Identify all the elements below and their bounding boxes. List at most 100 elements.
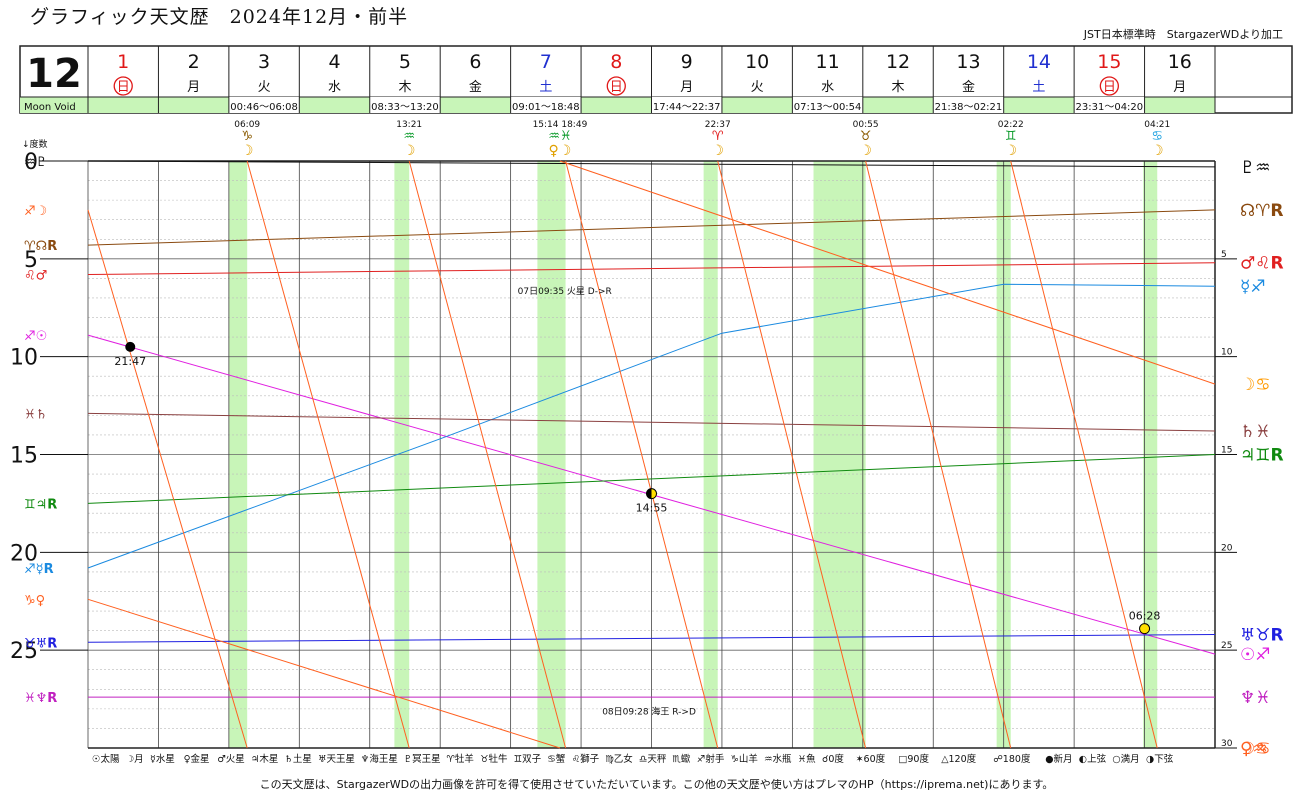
left-tick-label: 15 <box>10 444 38 469</box>
series-line <box>87 412 1216 432</box>
ingress-sign: ♉ <box>860 129 872 144</box>
series-line <box>559 160 1216 385</box>
day-number: 1 <box>117 51 129 73</box>
legend-item: ♊双子 <box>514 754 542 765</box>
weekday-label: 水 <box>821 80 834 95</box>
series-line <box>246 160 410 749</box>
day-number: 14 <box>1027 51 1051 73</box>
moon-void-time: 17:44～22:37 <box>653 102 721 113</box>
day-number: 10 <box>745 51 769 73</box>
ingress-time: 15:14 18:49 <box>533 120 588 130</box>
moon-void-time: 21:38～02:21 <box>935 102 1003 113</box>
series-left-label: ♐☽ <box>24 204 47 219</box>
series-line <box>1010 160 1158 749</box>
ingress-sign: ♒ <box>403 129 415 144</box>
ingress-time: 06:09 <box>234 120 260 130</box>
series-right-label: ♂♌R <box>1240 254 1284 274</box>
legend-item: ☿水星 <box>150 753 175 765</box>
weekday-label: 月 <box>187 80 200 95</box>
moon-void-cell <box>933 97 1004 113</box>
series-line <box>87 209 248 749</box>
holiday-circle <box>606 76 626 96</box>
left-tick-label: 0 <box>24 150 38 175</box>
ingress-time: 22:37 <box>705 120 731 130</box>
legend-item: ♄土星 <box>284 753 312 765</box>
ingress-body: ☽ <box>711 143 724 159</box>
day-number: 8 <box>610 51 622 73</box>
series-line <box>408 160 567 749</box>
series-line <box>87 262 1216 275</box>
month-number: 12 <box>26 51 82 97</box>
weekday-label: 日 <box>1103 80 1116 95</box>
series-left-label: ♉♅R <box>24 636 57 651</box>
legend-item: △120度 <box>941 753 976 765</box>
moon-void-cell <box>228 97 300 113</box>
quarter-moon-shadow <box>646 488 652 499</box>
legend-item: ♉牡牛 <box>480 753 508 765</box>
right-tick-label: 20 <box>1221 543 1233 553</box>
moon-void-cell <box>792 97 863 113</box>
degree-axis-label: ↓度数 <box>22 138 48 150</box>
series-left-label: ♓♄ <box>24 407 47 422</box>
series-line <box>87 634 1216 643</box>
left-tick-label: 5 <box>24 248 38 273</box>
legend-item: ♋蟹 <box>547 753 566 765</box>
moon-phase-time: 06:28 <box>1129 610 1161 623</box>
series-left-label: ♑♀ <box>24 593 45 608</box>
weekday-label: 木 <box>892 80 905 95</box>
legend-item: ♅天王星 <box>318 754 355 765</box>
legend-item: ♂火星 <box>217 754 245 765</box>
ingress-time: 04:21 <box>1144 120 1170 130</box>
page-title: グラフィック天文歴 2024年12月・前半 <box>30 6 409 28</box>
series-right-label: ♃♊R <box>1240 446 1284 466</box>
day-number: 15 <box>1097 51 1121 73</box>
series-right-label: ☽♋ <box>1240 739 1270 759</box>
legend-item: ♒水瓶 <box>764 753 792 765</box>
right-tick-label: 30 <box>1221 739 1233 749</box>
moon-phase-time: 14:55 <box>636 502 668 515</box>
legend-item: ♍乙女 <box>605 753 633 765</box>
ingress-body: ☽ <box>241 143 254 159</box>
station-annotation: 07日09:35 火星 D->R <box>518 286 612 297</box>
ingress-time: 00:55 <box>853 120 879 130</box>
day-number: 13 <box>956 51 980 73</box>
moon-void-time: 07:13～00:54 <box>794 102 862 113</box>
day-number: 9 <box>681 51 693 73</box>
new-moon-mark <box>125 341 136 352</box>
weekday-label: 火 <box>258 80 271 95</box>
moon-void-cell <box>369 97 441 113</box>
moon-phase-time: 21:47 <box>114 355 146 368</box>
credit-text: JST日本標準時 StargazerWDより加工 <box>1083 28 1283 41</box>
ingress-body: ☽ <box>403 143 416 159</box>
legend-item: ♀金星 <box>184 753 210 765</box>
legend-item: ♆海王星 <box>361 753 398 765</box>
moon-void-label: Moon Void <box>24 102 76 113</box>
right-tick-label: 15 <box>1221 446 1232 456</box>
series-right-label: ☉♐ <box>1240 645 1270 665</box>
series-left-label: ♊♃R <box>24 497 57 512</box>
legend-item: ☌0度 <box>822 753 844 765</box>
legend-item: ♇冥王星 <box>404 754 441 765</box>
ingress-body: ☽ <box>859 143 872 159</box>
right-tick-label: 10 <box>1221 348 1233 358</box>
weekday-label: 金 <box>962 79 975 95</box>
series-right-label: ♅♉R <box>1240 626 1284 646</box>
astro-chart: 00:46～06:08 08:33～13:20 09:01～18:48 17:44～2… <box>10 45 1293 765</box>
day-number: 4 <box>328 51 340 73</box>
series-left-label: ♒♇ <box>24 155 47 170</box>
legend-item: ♐射手 <box>697 753 725 765</box>
series-right-label: ♇♒ <box>1240 158 1270 178</box>
ingress-sign: ♋ <box>1151 129 1163 144</box>
series-line <box>87 454 1216 504</box>
series-line <box>87 209 1216 246</box>
day-number: 11 <box>816 51 840 73</box>
day-number: 7 <box>540 51 552 73</box>
ingress-body: ☽ <box>1151 143 1164 159</box>
ingress-sign: ♈ <box>712 129 724 144</box>
moon-void-cell <box>651 97 722 113</box>
weekday-label: 月 <box>680 80 693 95</box>
series-right-label: ♀♒ <box>1240 739 1268 759</box>
day-number: 12 <box>886 51 910 73</box>
legend-item: ✶60度 <box>856 753 886 765</box>
legend-item: ♌獅子 <box>572 753 600 765</box>
